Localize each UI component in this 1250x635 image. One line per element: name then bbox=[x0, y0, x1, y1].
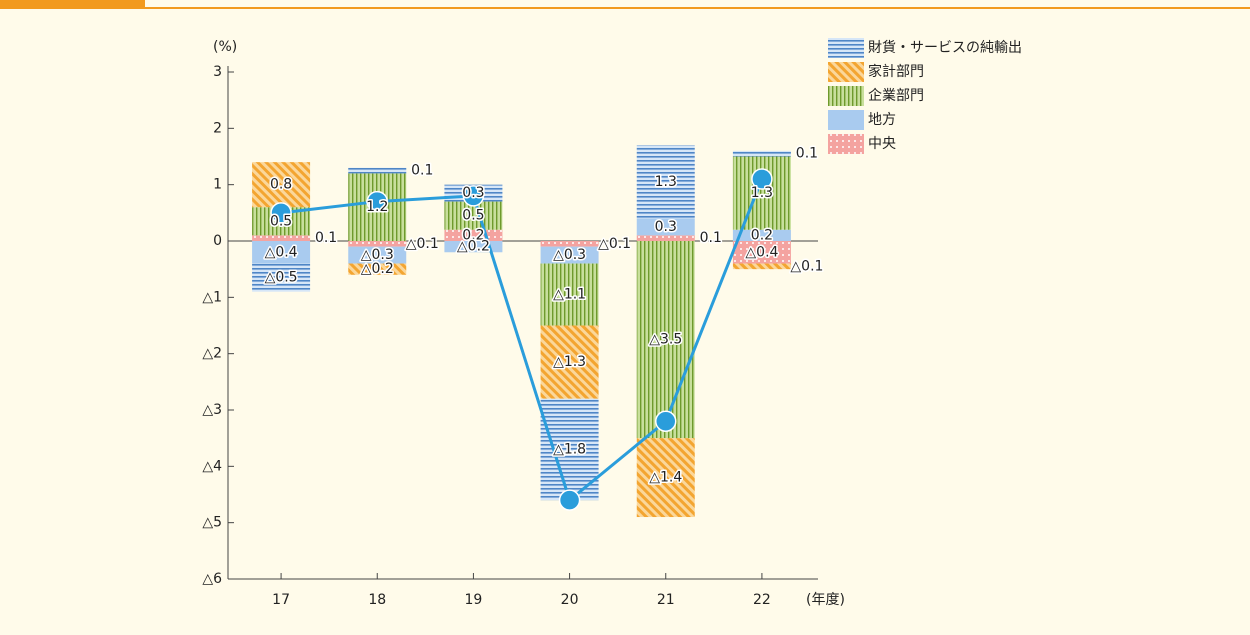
line-marker bbox=[270, 202, 292, 224]
legend-label: 財貨・サービスの純輸出 bbox=[868, 39, 1022, 56]
bar-segment bbox=[636, 241, 695, 439]
legend-swatch bbox=[828, 86, 864, 106]
x-tick-label: 20 bbox=[561, 592, 579, 608]
legend-label: 企業部門 bbox=[868, 87, 924, 104]
line-marker bbox=[751, 168, 773, 190]
x-tick-label: 17 bbox=[272, 592, 290, 608]
data-label: △0.5 bbox=[265, 270, 298, 286]
bar-segment bbox=[540, 246, 599, 264]
bar-segment bbox=[636, 235, 695, 241]
x-tick-label: 19 bbox=[465, 592, 483, 608]
y-tick-label: △5 bbox=[202, 515, 222, 531]
data-label: 0.1 bbox=[700, 230, 722, 246]
x-axis-label: (年度) bbox=[806, 592, 845, 608]
bar-segment bbox=[732, 263, 791, 270]
data-label: 1.3 bbox=[655, 174, 677, 190]
y-tick-label: △6 bbox=[202, 571, 222, 587]
data-label: 0.1 bbox=[411, 163, 433, 179]
data-label: △0.4 bbox=[745, 244, 778, 260]
line-marker bbox=[655, 410, 677, 433]
bar-segment bbox=[636, 218, 695, 236]
line-marker bbox=[462, 185, 485, 207]
header-tab bbox=[0, 0, 145, 9]
data-label: 0.8 bbox=[270, 177, 292, 193]
data-label: 0.5 bbox=[270, 213, 292, 229]
data-label: △1.4 bbox=[649, 470, 682, 486]
legend-swatch bbox=[828, 134, 864, 154]
data-label: △0.1 bbox=[598, 236, 631, 252]
bar-segment bbox=[636, 438, 695, 518]
data-label: 1.3 bbox=[751, 185, 773, 201]
y-tick-label: 3 bbox=[213, 64, 222, 80]
y-tick-label: 1 bbox=[213, 177, 222, 193]
line-marker bbox=[366, 190, 388, 213]
data-label: △1.8 bbox=[553, 441, 586, 457]
y-tick-label: △1 bbox=[202, 289, 222, 305]
line-marker bbox=[558, 489, 581, 511]
data-label: 1.2 bbox=[366, 199, 388, 215]
y-tick-label: 2 bbox=[213, 120, 222, 136]
data-label: 0.2 bbox=[462, 227, 484, 243]
y-tick-label: △4 bbox=[202, 458, 222, 474]
y-tick-label: △3 bbox=[202, 402, 222, 418]
data-label: 0.3 bbox=[462, 185, 484, 201]
legend-swatch bbox=[828, 110, 864, 130]
bar-segment bbox=[732, 150, 791, 157]
bar-segment bbox=[444, 241, 503, 253]
data-label: △0.4 bbox=[265, 244, 298, 260]
bar-segment bbox=[444, 229, 503, 241]
data-label: 0.1 bbox=[796, 146, 818, 162]
y-axis-label: (%) bbox=[213, 39, 237, 55]
x-tick-label: 18 bbox=[368, 592, 386, 608]
bar-segment bbox=[252, 263, 311, 292]
data-label: △1.1 bbox=[553, 287, 586, 303]
data-label: △3.5 bbox=[649, 332, 682, 348]
data-label: △0.1 bbox=[790, 258, 823, 274]
bar-segment bbox=[252, 235, 311, 241]
data-label: △0.2 bbox=[361, 261, 394, 277]
data-label: 0.3 bbox=[655, 219, 677, 235]
data-label: △0.2 bbox=[457, 239, 490, 255]
bar-segment bbox=[252, 241, 311, 264]
bar-segment bbox=[540, 241, 599, 247]
bar-segment bbox=[732, 241, 791, 264]
y-tick-label: △2 bbox=[202, 346, 222, 362]
bar-segment bbox=[636, 145, 695, 219]
data-label: 0.1 bbox=[315, 230, 337, 246]
legend-label: 家計部門 bbox=[868, 63, 924, 80]
bar-segment bbox=[732, 229, 791, 241]
header-rule bbox=[0, 7, 1250, 9]
data-label: △0.3 bbox=[553, 247, 586, 263]
bar-segment bbox=[540, 263, 599, 326]
bar-segment bbox=[348, 167, 407, 174]
line bbox=[280, 178, 764, 503]
legend-swatch bbox=[828, 38, 864, 58]
bar-segment bbox=[252, 162, 311, 208]
data-label: △0.1 bbox=[406, 236, 439, 252]
y-tick-label: 0 bbox=[213, 233, 222, 249]
data-label: △0.3 bbox=[361, 247, 394, 263]
legend-label: 地方 bbox=[868, 112, 896, 128]
data-label: 0.2 bbox=[751, 227, 773, 243]
legend-swatch bbox=[828, 62, 864, 82]
data-label: △1.3 bbox=[553, 354, 586, 370]
legend-label: 中央 bbox=[868, 136, 896, 152]
x-tick-label: 22 bbox=[753, 592, 771, 608]
bar-segment bbox=[348, 241, 407, 247]
data-label: 0.5 bbox=[462, 208, 484, 224]
bar-segment bbox=[540, 325, 599, 399]
bar-segment bbox=[348, 246, 407, 264]
bar-segment bbox=[348, 263, 407, 275]
x-tick-label: 21 bbox=[657, 592, 675, 608]
